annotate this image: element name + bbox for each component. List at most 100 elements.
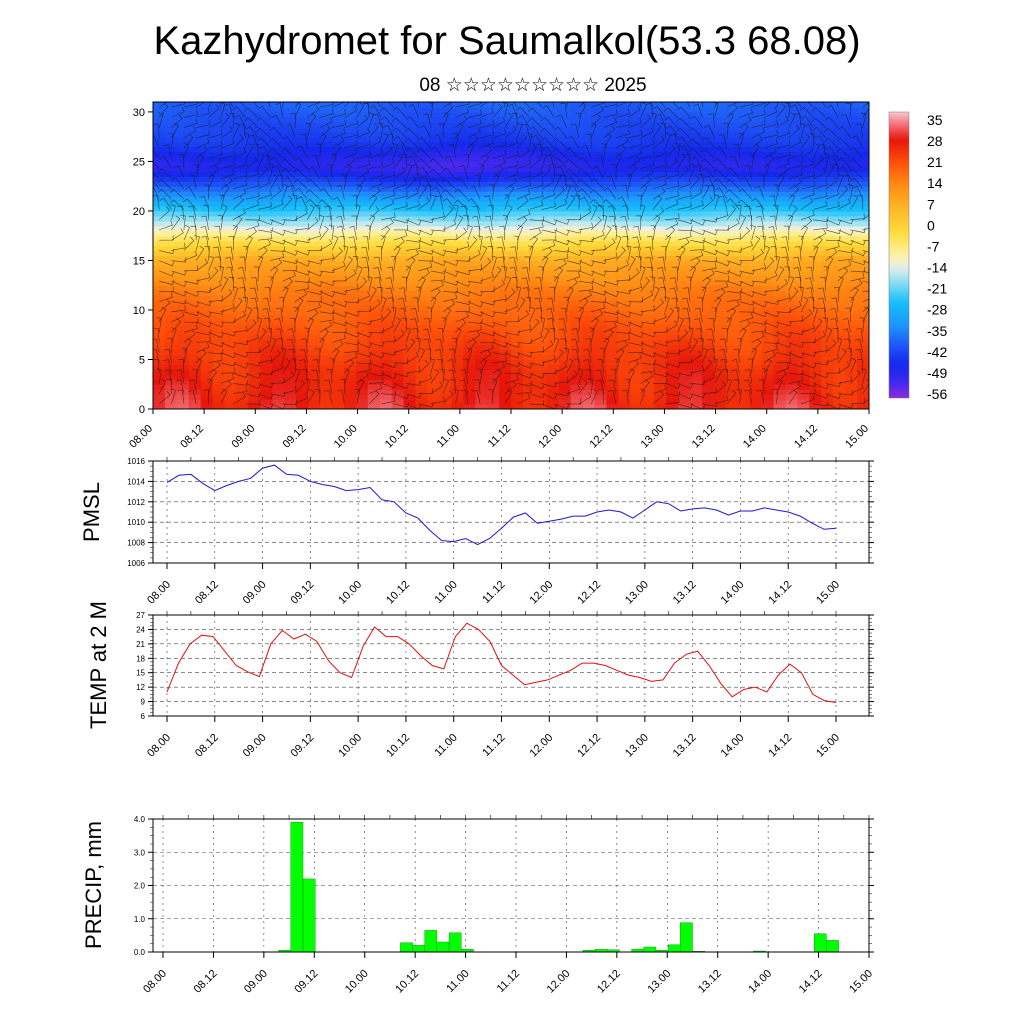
temperature-cell (248, 255, 261, 262)
temperature-cell (534, 270, 548, 276)
wind-barb (708, 184, 715, 200)
wind-barb (560, 307, 567, 323)
temperature-cell (630, 404, 643, 409)
temperature-cell (164, 225, 178, 232)
wind-barb (356, 184, 363, 200)
temperature-cell (463, 275, 476, 281)
wind-barb (837, 239, 854, 246)
wind-barb (336, 215, 345, 230)
temperature-cell (522, 240, 536, 247)
temperature-cell (511, 369, 524, 375)
wind-barb (245, 227, 257, 241)
temperature-cell (212, 245, 226, 252)
temperature-cell (845, 116, 858, 123)
temperature-cell (487, 319, 500, 326)
temperature-cell (308, 240, 321, 247)
temperature-cell (343, 265, 357, 271)
temperature-cell (439, 389, 452, 395)
temperature-cell (487, 181, 500, 187)
temperature-cell (200, 324, 214, 331)
wind-barb (756, 389, 765, 404)
temperature-cell (284, 305, 297, 311)
temperature-cell (654, 384, 667, 390)
wind-barb (793, 256, 802, 271)
temperature-cell (487, 215, 500, 222)
temperature-cell (594, 215, 608, 222)
temperature-cell (188, 215, 202, 222)
temperature-cell (153, 265, 166, 271)
wind-barb (300, 338, 308, 353)
temperature-cell (379, 126, 393, 133)
temperature-cell (439, 250, 452, 257)
temperature-cell (821, 220, 834, 227)
temperature-cell (200, 265, 214, 271)
wind-barb (813, 191, 828, 200)
wind-barb (331, 301, 348, 308)
temperature-cell (582, 215, 596, 222)
temperature-cell (749, 171, 763, 177)
temperature-cell (320, 280, 333, 286)
temperature-cell (785, 156, 798, 163)
temperature-cell (463, 126, 476, 133)
temperature-cell (403, 305, 417, 311)
temperature-cell (224, 369, 238, 375)
wind-barb (344, 311, 360, 317)
wind-barb (467, 301, 483, 308)
temperature-cell (522, 131, 536, 138)
wind-barb (661, 246, 667, 261)
temperature-cell (749, 280, 763, 286)
temperature-cell (737, 265, 751, 271)
wind-barb (776, 266, 785, 282)
wind-barb (607, 389, 617, 404)
temperature-cell (391, 314, 405, 321)
temperature-cell (367, 235, 381, 242)
temperature-cell (427, 220, 440, 227)
temperature-cell (570, 181, 584, 187)
wind-barb (368, 362, 385, 369)
temperature-cell (630, 131, 643, 138)
temperature-cell (785, 324, 798, 331)
wind-barb (610, 369, 617, 384)
temperature-cell (320, 275, 333, 281)
temperature-cell (845, 176, 858, 182)
temperature-cell (499, 270, 512, 276)
temperature-cell (236, 349, 250, 356)
wind-barb (812, 306, 819, 323)
temperature-cell (857, 364, 869, 370)
wind-barb (751, 290, 767, 296)
temperature-cell (439, 215, 452, 222)
temperature-cell (666, 344, 679, 351)
temperature-cell (403, 230, 417, 237)
temperature-cell (320, 116, 333, 123)
temperature-cell (797, 161, 810, 167)
wind-barb (220, 276, 229, 292)
temperature-cell (809, 369, 822, 375)
temperature-cell (236, 136, 250, 143)
wind-barb (340, 379, 346, 394)
wind-barb (541, 393, 557, 400)
temperature-cell (224, 404, 238, 409)
temperature-cell (224, 364, 238, 370)
temperature-cell (761, 181, 775, 187)
temperature-cell (594, 275, 608, 281)
temperature-cell (725, 295, 739, 301)
temperature-cell (332, 265, 345, 271)
temperature-cell (618, 116, 631, 123)
temperature-cell (248, 339, 261, 346)
temperature-cell (320, 384, 333, 390)
temperature-cell (749, 309, 763, 316)
temperature-cell (713, 265, 727, 271)
wind-barb (282, 358, 291, 374)
wind-barb (435, 338, 444, 353)
wind-barb (541, 234, 557, 241)
temperature-cell (176, 270, 190, 276)
temperature-cell (332, 250, 345, 257)
wind-barb (776, 369, 787, 384)
temperature-cell (463, 181, 476, 187)
wind-barb (534, 297, 543, 312)
temperature-cell (403, 161, 417, 167)
temperature-cell (391, 131, 405, 138)
temperature-cell (188, 374, 202, 380)
wind-barb (640, 204, 646, 220)
temperature-cell (511, 275, 524, 281)
